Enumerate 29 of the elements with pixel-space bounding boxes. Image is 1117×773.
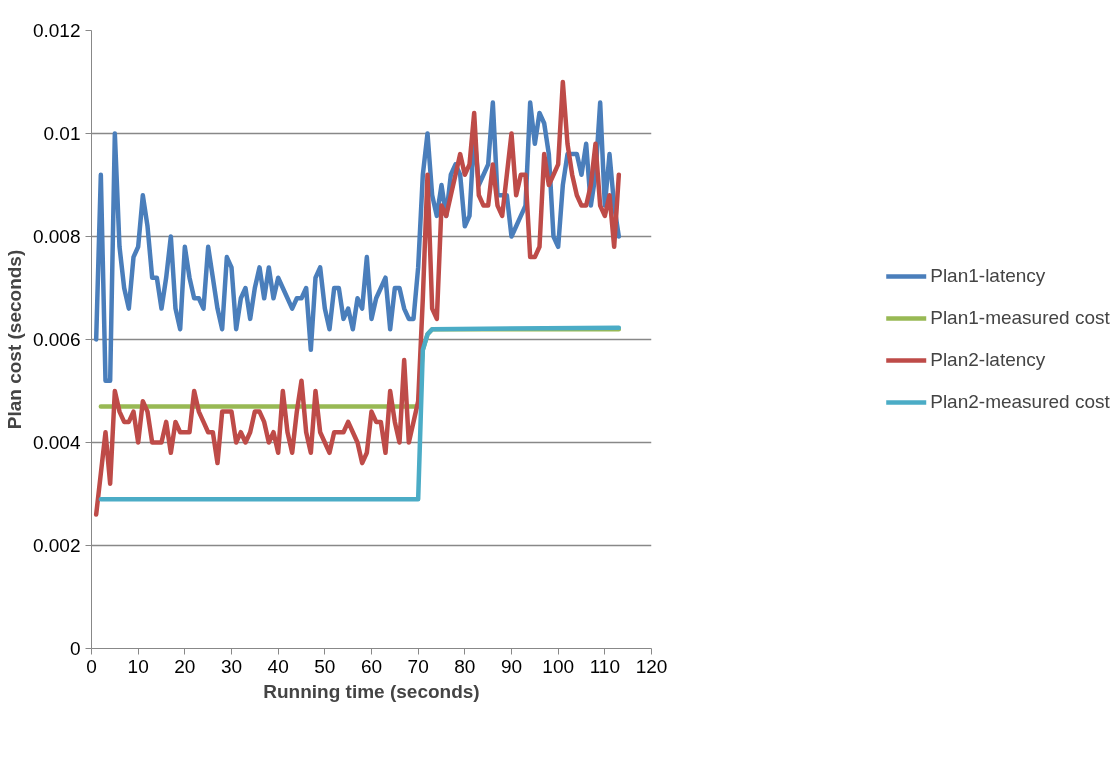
y-tick-label: 0 — [69, 638, 81, 659]
x-tick-label: 120 — [635, 655, 668, 677]
y-axis-title: Plan cost (seconds) — [3, 249, 25, 430]
x-tick-label: 60 — [360, 655, 383, 677]
y-tick-label: 0.002 — [32, 535, 81, 556]
y-tick-label: 0.004 — [32, 432, 81, 453]
x-tick-label: 100 — [542, 655, 575, 677]
y-tick-label: 0.006 — [32, 329, 81, 350]
x-tick-label: 70 — [407, 655, 429, 677]
x-tick-label: 80 — [454, 655, 476, 677]
x-tick-label: 0 — [86, 655, 97, 677]
line-series — [98, 325, 622, 502]
x-axis-title: Running time (seconds) — [263, 680, 480, 702]
y-tick-label: 0.008 — [32, 226, 81, 247]
x-tick-label: 50 — [314, 655, 336, 677]
x-tick-label: 10 — [127, 655, 149, 677]
x-tick-label: 30 — [220, 655, 243, 677]
legend-label: Plan2-measured cost — [930, 391, 1110, 413]
legend-label: Plan1-measured cost — [930, 307, 1110, 329]
y-tick-label: 0.012 — [32, 20, 81, 41]
line-series — [93, 79, 622, 517]
x-tick-label: 110 — [589, 655, 620, 677]
line-series — [93, 100, 622, 383]
x-tick-label: 40 — [267, 655, 289, 677]
x-tick-label: 90 — [500, 655, 523, 677]
y-tick-label: 0.01 — [43, 123, 81, 144]
x-tick-label: 20 — [174, 655, 196, 677]
legend-label: Plan1-latency — [930, 265, 1046, 287]
legend-label: Plan2-latency — [930, 349, 1046, 371]
